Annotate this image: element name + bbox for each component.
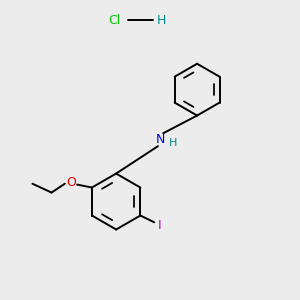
Text: I: I (158, 219, 161, 232)
Text: H: H (169, 138, 178, 148)
Text: O: O (66, 176, 76, 189)
Text: N: N (156, 133, 165, 146)
Text: H: H (157, 14, 167, 27)
Text: Cl: Cl (109, 14, 121, 27)
